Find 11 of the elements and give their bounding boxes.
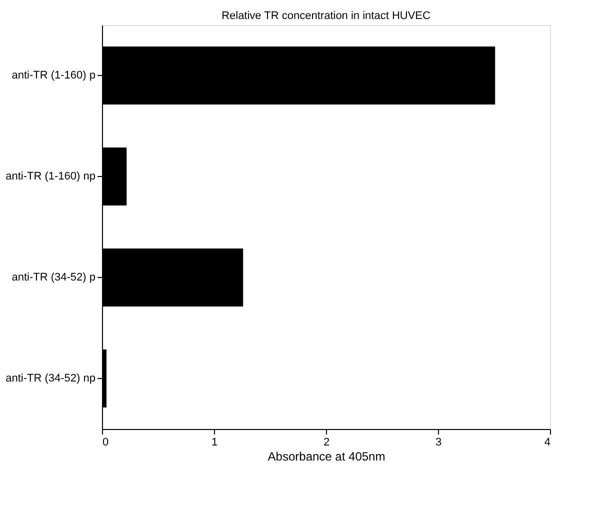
- chart-title: Relative TR concentration in intact HUVEC: [222, 10, 430, 22]
- x-tick-label: 1: [211, 436, 218, 448]
- x-tick-label: 3: [435, 436, 442, 448]
- x-axis-title: Absorbance at 405nm: [268, 450, 386, 464]
- x-tick-label: 2: [323, 436, 330, 448]
- y-tick-label: anti-TR (34-52) p: [12, 272, 96, 284]
- y-tick-label: anti-TR (1-160) p: [12, 70, 96, 82]
- x-tick-label: 4: [544, 436, 550, 448]
- x-tick-label: 0: [102, 436, 109, 448]
- y-tick-label: anti-TR (34-52) np: [6, 372, 96, 384]
- y-tick-label: anti-TR (1-160) np: [6, 170, 96, 182]
